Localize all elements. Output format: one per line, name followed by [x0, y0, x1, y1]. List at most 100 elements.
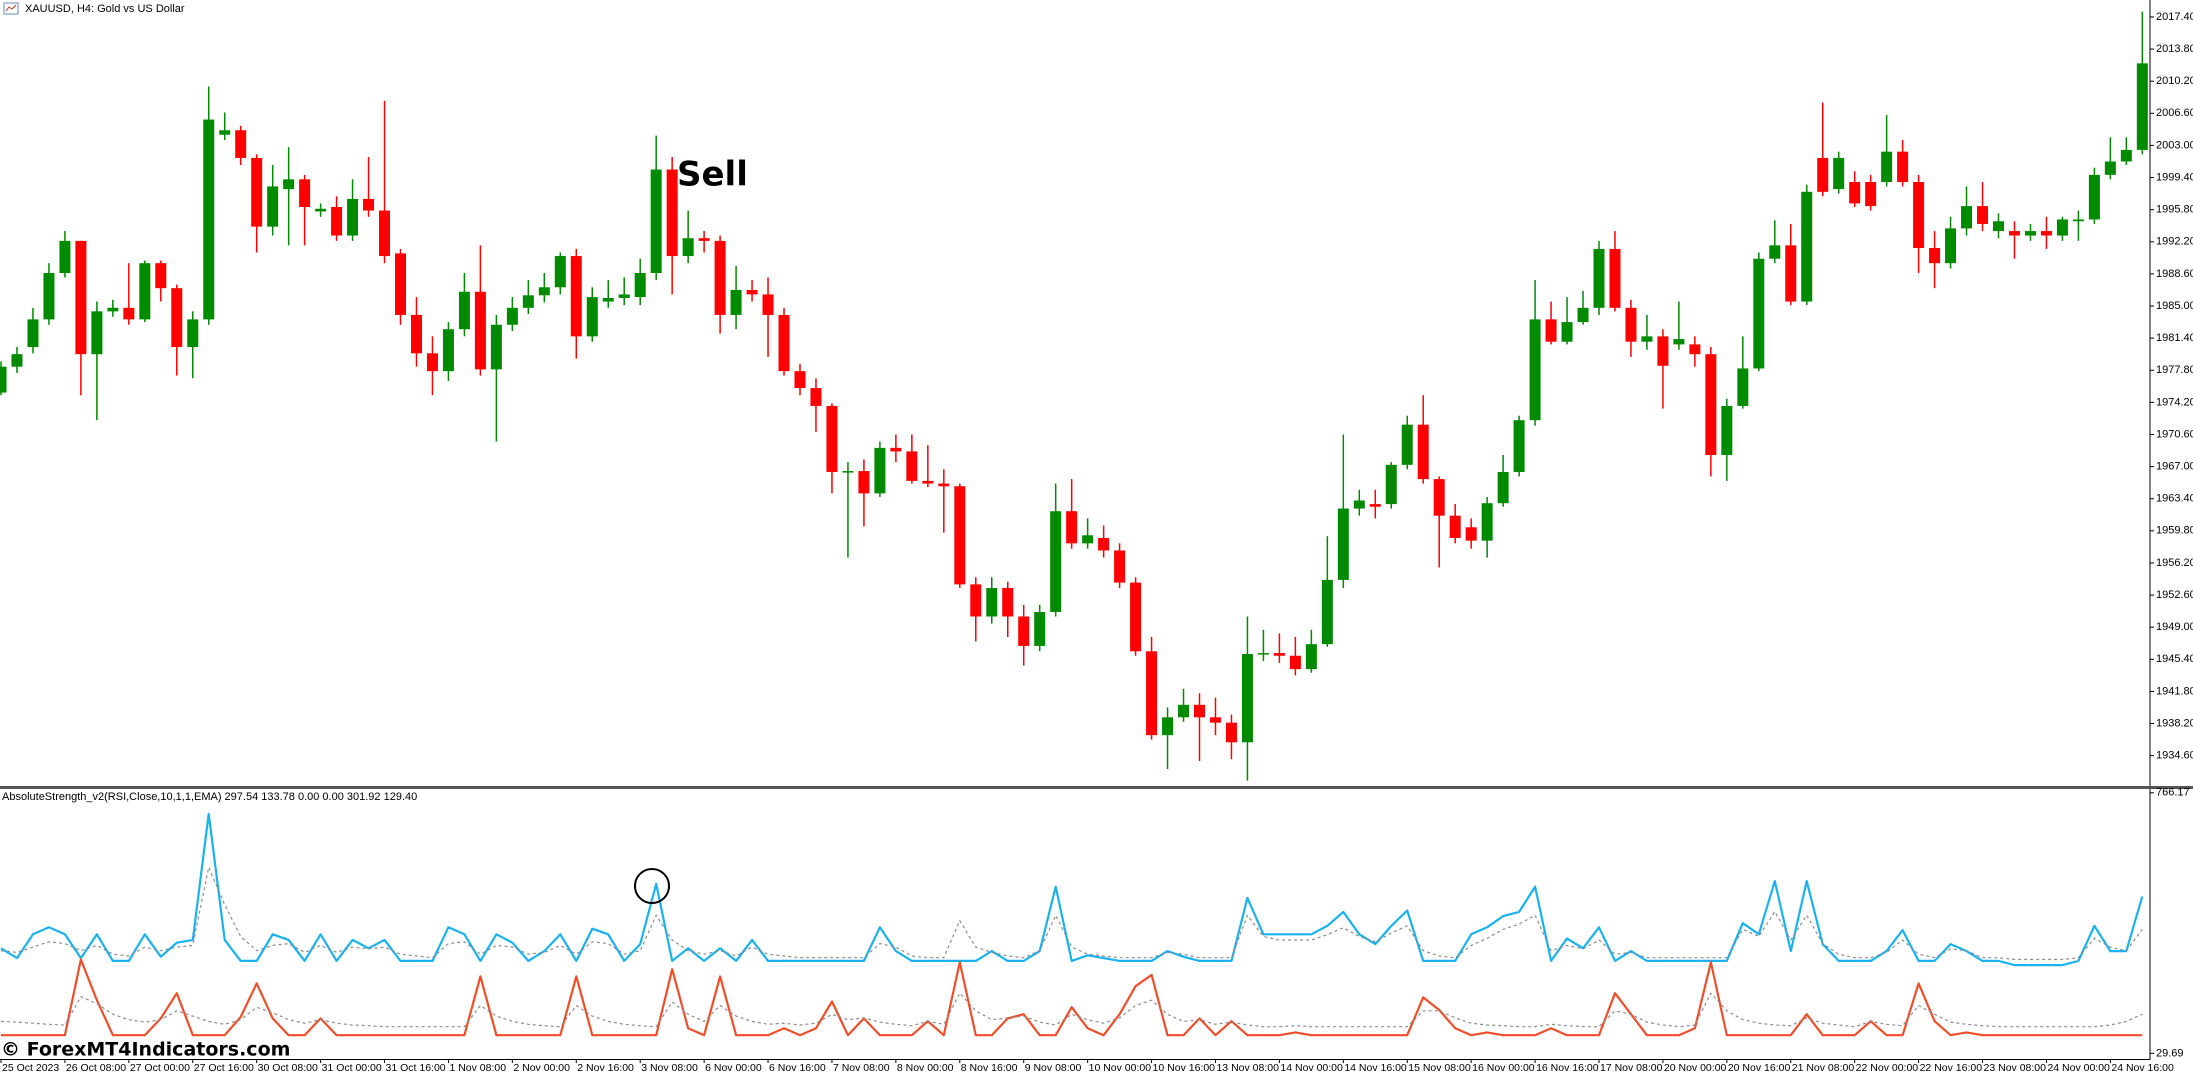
candle-body — [1897, 151, 1909, 183]
x-tick-label: 31 Oct 00:00 — [322, 1062, 382, 1074]
candle-body — [682, 238, 694, 257]
candle-body — [1353, 500, 1365, 509]
watermark: © ForexMT4Indicators.com — [1, 1039, 290, 1061]
candle-body — [458, 291, 470, 330]
candle-body — [155, 263, 167, 289]
x-tick-label: 10 Nov 00:00 — [1089, 1062, 1152, 1074]
candle-body — [826, 405, 838, 472]
candle-body — [1273, 653, 1285, 656]
candle-body — [1066, 511, 1078, 544]
candle-body — [1050, 511, 1062, 613]
candle-body — [570, 256, 582, 337]
candle-body — [1433, 479, 1445, 516]
x-tick-label: 16 Nov 16:00 — [1536, 1062, 1599, 1074]
candle-body — [379, 210, 391, 257]
candle-body — [91, 311, 103, 355]
candle-body — [1305, 644, 1317, 670]
x-tick-label: 20 Nov 00:00 — [1664, 1062, 1727, 1074]
x-tick-label: 25 Oct 2023 — [2, 1062, 59, 1074]
y-tick-label: 1949.00 — [2156, 621, 2193, 633]
symbol-icon — [3, 2, 19, 15]
y-tick-label: 2010.20 — [2156, 75, 2193, 87]
x-tick-label: 21 Nov 08:00 — [1792, 1062, 1855, 1074]
candle-body — [1577, 307, 1589, 323]
candle-body — [1849, 182, 1861, 204]
candle-body — [1289, 655, 1301, 670]
x-tick-label: 1 Nov 08:00 — [449, 1062, 506, 1074]
y-tick-label: 1959.80 — [2156, 525, 2193, 537]
candle-body — [1321, 579, 1333, 645]
candle-body — [1162, 717, 1174, 736]
candle-body — [75, 240, 87, 355]
candle-body — [123, 307, 135, 320]
candle-body — [1673, 339, 1685, 345]
signal-line — [0, 992, 2143, 1028]
candle-body — [1225, 722, 1237, 743]
signal-circle — [634, 868, 670, 904]
candle-body — [794, 371, 806, 389]
candle-body — [1497, 471, 1509, 504]
candle-body — [2072, 219, 2084, 222]
candle-body — [1689, 344, 1701, 355]
candle-body — [986, 587, 998, 617]
candle-body — [490, 324, 502, 370]
y-tick-label: 2006.60 — [2156, 107, 2193, 119]
y-tick-label: 1963.40 — [2156, 493, 2193, 505]
candle-body — [1114, 550, 1126, 583]
x-tick-label: 17 Nov 08:00 — [1600, 1062, 1663, 1074]
candle-body — [315, 208, 327, 212]
candle-body — [890, 447, 902, 452]
candle-body — [1753, 258, 1765, 369]
candle-body — [970, 584, 982, 617]
candle-body — [698, 238, 710, 241]
y-tick-label: 1995.80 — [2156, 204, 2193, 216]
x-tick-label: 22 Nov 00:00 — [1856, 1062, 1919, 1074]
candle-body — [842, 471, 854, 473]
y-tick-label: 1988.60 — [2156, 268, 2193, 280]
x-tick-label: 30 Oct 08:00 — [258, 1062, 318, 1074]
candle-body — [251, 157, 263, 227]
strength-line — [0, 812, 2144, 967]
candle-body — [1913, 182, 1925, 249]
x-tick-label: 8 Nov 16:00 — [961, 1062, 1018, 1074]
y-tick-label: 1981.40 — [2156, 332, 2193, 344]
y-tick-label: 29.69 — [2156, 1047, 2184, 1059]
candle-body — [1737, 368, 1749, 406]
candle-body — [762, 294, 774, 315]
strength-line — [1, 958, 2143, 1037]
candle-body — [874, 447, 886, 494]
candle-body — [1130, 582, 1142, 652]
candle-body — [538, 287, 550, 296]
candle-body — [1417, 424, 1429, 480]
candle-body — [1241, 653, 1253, 743]
indicator-title: AbsoluteStrength_v2(RSI,Close,10,1,1,EMA… — [2, 791, 417, 803]
x-tick-label: 24 Nov 16:00 — [2111, 1062, 2174, 1074]
candle-body — [1929, 248, 1941, 264]
candle-body — [1098, 537, 1110, 551]
x-tick-label: 24 Nov 00:00 — [2047, 1062, 2110, 1074]
candle-body — [954, 486, 966, 585]
x-tick-label: 27 Oct 00:00 — [130, 1062, 190, 1074]
candle-body — [1721, 405, 1733, 456]
candle-body — [1705, 354, 1717, 456]
candle-body — [363, 198, 375, 211]
candle-body — [2088, 174, 2100, 220]
candle-body — [1002, 587, 1014, 617]
candle-body — [1465, 527, 1477, 541]
y-tick-label: 1977.80 — [2156, 364, 2193, 376]
candle-body — [1609, 248, 1621, 308]
x-tick-label: 2 Nov 16:00 — [577, 1062, 634, 1074]
candle-body — [1529, 319, 1541, 421]
icon-line — [5, 4, 17, 12]
candle-body — [1449, 515, 1461, 538]
candle-body — [1194, 704, 1205, 718]
candle-body — [906, 451, 918, 481]
candle-body — [730, 289, 742, 315]
candle-body — [2120, 149, 2132, 162]
candle-body — [1146, 651, 1158, 736]
candle-body — [1369, 504, 1381, 507]
y-tick-label: 1970.60 — [2156, 428, 2193, 440]
candle-body — [1401, 424, 1413, 465]
y-tick-label: 2013.80 — [2156, 43, 2193, 55]
